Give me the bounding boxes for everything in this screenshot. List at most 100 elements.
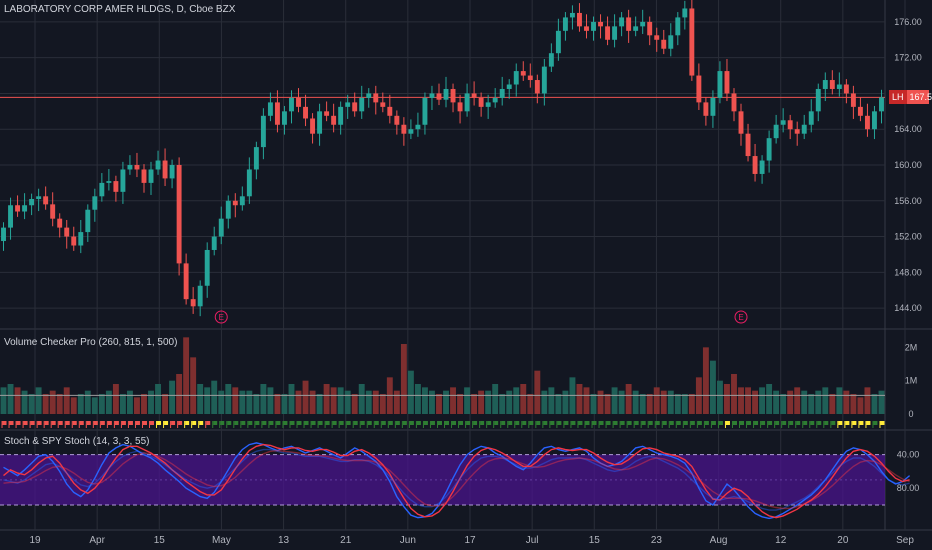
volume-bar: [555, 394, 562, 414]
signal-flag-pole: [317, 421, 319, 428]
volume-bar: [190, 357, 197, 414]
signal-flag: [494, 421, 499, 425]
candle-body: [366, 93, 372, 98]
signal-flag: [86, 421, 91, 425]
signal-flag: [662, 421, 667, 425]
signal-flag: [445, 421, 450, 425]
signal-flag: [325, 421, 330, 425]
signal-flag: [297, 421, 302, 425]
volume-bar: [70, 397, 77, 414]
signal-flag: [114, 421, 119, 425]
volume-bar: [56, 394, 63, 414]
candle-body: [260, 115, 266, 148]
price-axis-tick-label: 152.00: [894, 232, 922, 242]
candle-body: [872, 111, 877, 130]
earnings-marker: [734, 310, 748, 324]
volume-bar: [330, 387, 337, 414]
signal-flag-pole: [198, 421, 200, 428]
signal-flag: [388, 421, 393, 425]
volume-bar: [274, 394, 281, 414]
candle-body: [499, 88, 505, 98]
candle-body: [626, 17, 632, 31]
volume-bar: [794, 387, 801, 414]
signal-flag-pole: [605, 421, 607, 428]
volume-bar: [105, 390, 112, 414]
candle-body: [759, 160, 765, 174]
signal-flag-pole: [689, 421, 691, 428]
candle-body: [710, 97, 716, 116]
candle-body: [78, 232, 84, 246]
candle-body: [310, 118, 316, 134]
volume-bar: [246, 390, 253, 414]
price-axis-tick-label: 164.00: [894, 124, 922, 134]
volume-indicator-title: Volume Checker Pro (260, 815, 1, 500): [4, 337, 178, 348]
candle-body: [289, 97, 294, 112]
volume-bar: [183, 337, 190, 414]
signal-flag: [304, 421, 309, 425]
signal-flag-pole: [746, 421, 748, 428]
signal-flag-pole: [837, 421, 839, 428]
signal-flag-pole: [542, 421, 544, 428]
volume-bar: [429, 390, 435, 414]
candle-body: [359, 97, 365, 112]
signal-flag-pole: [184, 421, 186, 428]
volume-bar: [112, 384, 119, 414]
signal-flag-pole: [163, 421, 165, 428]
volume-bar: [407, 370, 414, 414]
x-axis-tick-label: 23: [651, 535, 663, 546]
signal-flag-pole: [816, 421, 818, 428]
signal-flag-pole: [731, 421, 733, 428]
price-axis-tick-label: 160.00: [894, 160, 922, 170]
candle-body: [738, 111, 744, 134]
volume-bar: [260, 384, 267, 414]
signal-flag-pole: [113, 421, 115, 428]
volume-bar: [752, 390, 759, 414]
volume-bar: [218, 390, 225, 414]
signal-flag: [65, 421, 70, 425]
candle-body: [506, 84, 512, 89]
signal-flag-pole: [373, 421, 375, 428]
candle-body: [689, 8, 695, 76]
volume-bar: [548, 387, 555, 414]
candle-body: [443, 88, 449, 100]
signal-flag-pole: [261, 421, 263, 428]
signal-flag-pole: [879, 421, 881, 428]
price-badge-symbol: LH: [889, 90, 907, 104]
stoch-series-line: [3, 442, 911, 520]
candle-body: [703, 102, 709, 116]
signal-flag: [859, 421, 864, 425]
volume-bar: [590, 394, 597, 414]
volume-bar: [632, 390, 639, 414]
signal-flag-pole: [556, 421, 558, 428]
signal-flag: [93, 421, 98, 425]
stoch-axis-tick-label: 40.00: [897, 450, 920, 460]
signal-flag-pole: [282, 421, 284, 428]
earnings-marker-label: E: [219, 313, 224, 322]
signal-flag: [227, 421, 232, 425]
candle-body: [408, 129, 414, 134]
signal-flag-pole: [717, 421, 719, 428]
candle-body: [338, 106, 344, 125]
candle-body: [296, 97, 301, 107]
signal-flag-pole: [577, 421, 579, 428]
x-axis-tick-label: Sep: [896, 535, 914, 546]
volume-bar: [464, 387, 471, 414]
signal-flag: [178, 421, 183, 425]
signal-flag: [206, 421, 211, 425]
candle-body: [541, 66, 547, 94]
signal-flag: [522, 421, 527, 425]
candle-body: [155, 160, 161, 170]
signal-flag: [311, 421, 316, 425]
volume-bar: [520, 384, 527, 414]
signal-flag-pole: [640, 421, 642, 428]
signal-flag-pole: [254, 421, 256, 428]
candle-body: [485, 102, 491, 107]
signal-flag: [501, 421, 506, 425]
x-axis-tick-label: 15: [589, 535, 601, 546]
signal-flag: [37, 421, 42, 425]
volume-bar: [618, 390, 625, 414]
signal-flag-pole: [219, 421, 221, 428]
signal-flag-pole: [352, 421, 354, 428]
signal-flag: [192, 421, 197, 425]
signal-flag-pole: [500, 421, 502, 428]
